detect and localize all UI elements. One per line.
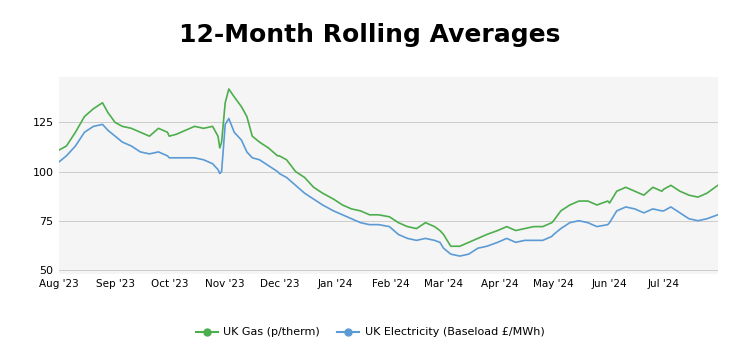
Text: 12-Month Rolling Averages: 12-Month Rolling Averages [179,23,561,47]
Legend: UK Gas (p/therm), UK Electricity (Baseload £/MWh): UK Gas (p/therm), UK Electricity (Baselo… [191,323,549,342]
